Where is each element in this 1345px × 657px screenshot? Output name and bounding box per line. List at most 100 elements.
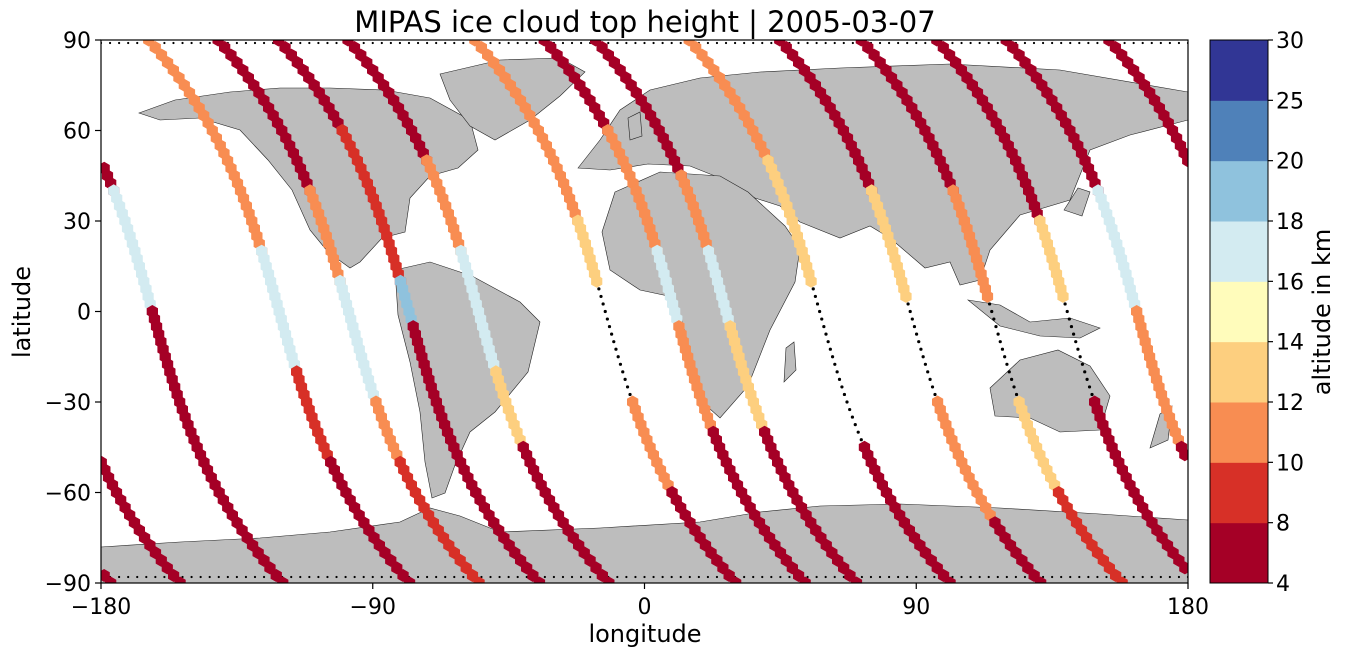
track-point bbox=[308, 575, 311, 579]
cloud-point bbox=[1057, 289, 1069, 303]
track-point bbox=[1078, 41, 1081, 45]
track-point bbox=[616, 355, 620, 359]
track-point bbox=[552, 575, 556, 579]
track-point bbox=[317, 41, 320, 45]
track-point bbox=[643, 575, 646, 579]
cloud-point bbox=[981, 289, 994, 303]
track-point bbox=[987, 41, 990, 45]
track-point bbox=[371, 41, 374, 45]
track-point bbox=[235, 41, 238, 45]
track-point bbox=[262, 575, 266, 579]
track-point bbox=[625, 575, 628, 579]
track-point bbox=[1032, 41, 1036, 45]
track-point bbox=[1005, 362, 1009, 366]
track-point bbox=[634, 41, 637, 45]
track-point bbox=[614, 347, 618, 351]
track-point bbox=[815, 302, 820, 306]
track-point bbox=[770, 575, 773, 579]
track-point bbox=[308, 41, 311, 45]
track-point bbox=[1069, 41, 1072, 45]
colorbar-bin bbox=[1210, 402, 1268, 463]
track-point bbox=[1087, 41, 1090, 45]
track-point bbox=[752, 575, 755, 579]
track-point bbox=[1132, 575, 1135, 579]
track-point bbox=[145, 575, 148, 579]
track-point bbox=[1080, 362, 1085, 366]
land-greenland bbox=[439, 57, 586, 141]
track-point bbox=[603, 309, 607, 314]
track-point bbox=[1041, 41, 1045, 45]
track-point bbox=[1074, 340, 1078, 344]
colorbar-label: altitude in km bbox=[1308, 229, 1336, 396]
track-point bbox=[1014, 575, 1017, 579]
track-point bbox=[951, 575, 954, 579]
track-point bbox=[444, 41, 447, 45]
track-point bbox=[616, 575, 619, 579]
track-point bbox=[933, 575, 936, 579]
track-point bbox=[426, 41, 429, 45]
y-tick-label: −90 bbox=[45, 572, 91, 597]
track-point bbox=[661, 41, 664, 45]
track-point bbox=[921, 355, 925, 359]
track-point bbox=[924, 41, 927, 45]
track-point bbox=[743, 575, 746, 579]
track-point bbox=[462, 41, 465, 45]
track-point bbox=[543, 575, 546, 579]
track-point bbox=[317, 575, 320, 579]
track-point bbox=[833, 41, 836, 45]
colorbar-tick-label: 30 bbox=[1276, 29, 1304, 54]
track-point bbox=[988, 302, 992, 306]
track-point bbox=[628, 392, 632, 397]
colorbar-tick-label: 4 bbox=[1276, 572, 1290, 597]
track-point bbox=[1069, 575, 1072, 579]
x-tick-label: 0 bbox=[638, 595, 652, 620]
track-point bbox=[908, 309, 912, 314]
track-point bbox=[915, 575, 918, 579]
track-point bbox=[163, 41, 166, 45]
track-point bbox=[842, 392, 847, 397]
track-point bbox=[244, 41, 248, 45]
track-point bbox=[811, 287, 815, 291]
track-point bbox=[262, 41, 266, 45]
y-tick-label: −30 bbox=[45, 391, 91, 416]
track-point bbox=[426, 575, 429, 579]
colorbar-tick-label: 8 bbox=[1276, 512, 1290, 537]
track-point bbox=[848, 407, 852, 412]
land-madagascar bbox=[783, 341, 797, 383]
track-point bbox=[1023, 575, 1027, 579]
cloud-point bbox=[730, 576, 742, 583]
track-point bbox=[1087, 575, 1090, 579]
track-point bbox=[380, 575, 383, 579]
y-axis-label: latitude bbox=[8, 266, 36, 358]
track-point bbox=[1005, 575, 1008, 579]
cloud-point bbox=[1116, 576, 1128, 583]
x-tick-label: −180 bbox=[71, 595, 131, 620]
track-point bbox=[906, 302, 910, 306]
cloud-point bbox=[404, 576, 416, 583]
track-point bbox=[181, 575, 184, 579]
y-tick-label: 0 bbox=[77, 301, 91, 326]
colorbar-tick-label: 12 bbox=[1276, 391, 1304, 416]
colorbar-bin bbox=[1210, 462, 1268, 524]
track-point bbox=[1141, 41, 1144, 45]
track-point bbox=[652, 41, 655, 45]
track-point bbox=[489, 41, 492, 45]
track-point bbox=[761, 41, 764, 45]
track-point bbox=[380, 41, 383, 45]
colorbar-bin bbox=[1210, 100, 1268, 162]
track-point bbox=[253, 575, 257, 579]
track-point bbox=[444, 575, 447, 579]
cloud-point bbox=[105, 576, 117, 583]
track-point bbox=[743, 41, 746, 45]
track-point bbox=[290, 41, 293, 45]
track-point bbox=[525, 575, 528, 579]
track-point bbox=[1085, 377, 1089, 381]
track-point bbox=[806, 575, 809, 579]
track-point bbox=[978, 41, 981, 45]
track-point bbox=[1150, 41, 1153, 45]
track-point bbox=[605, 317, 609, 321]
track-point bbox=[597, 287, 601, 291]
x-tick-label: −90 bbox=[350, 595, 396, 620]
track-point bbox=[813, 294, 817, 299]
track-point bbox=[607, 41, 610, 45]
